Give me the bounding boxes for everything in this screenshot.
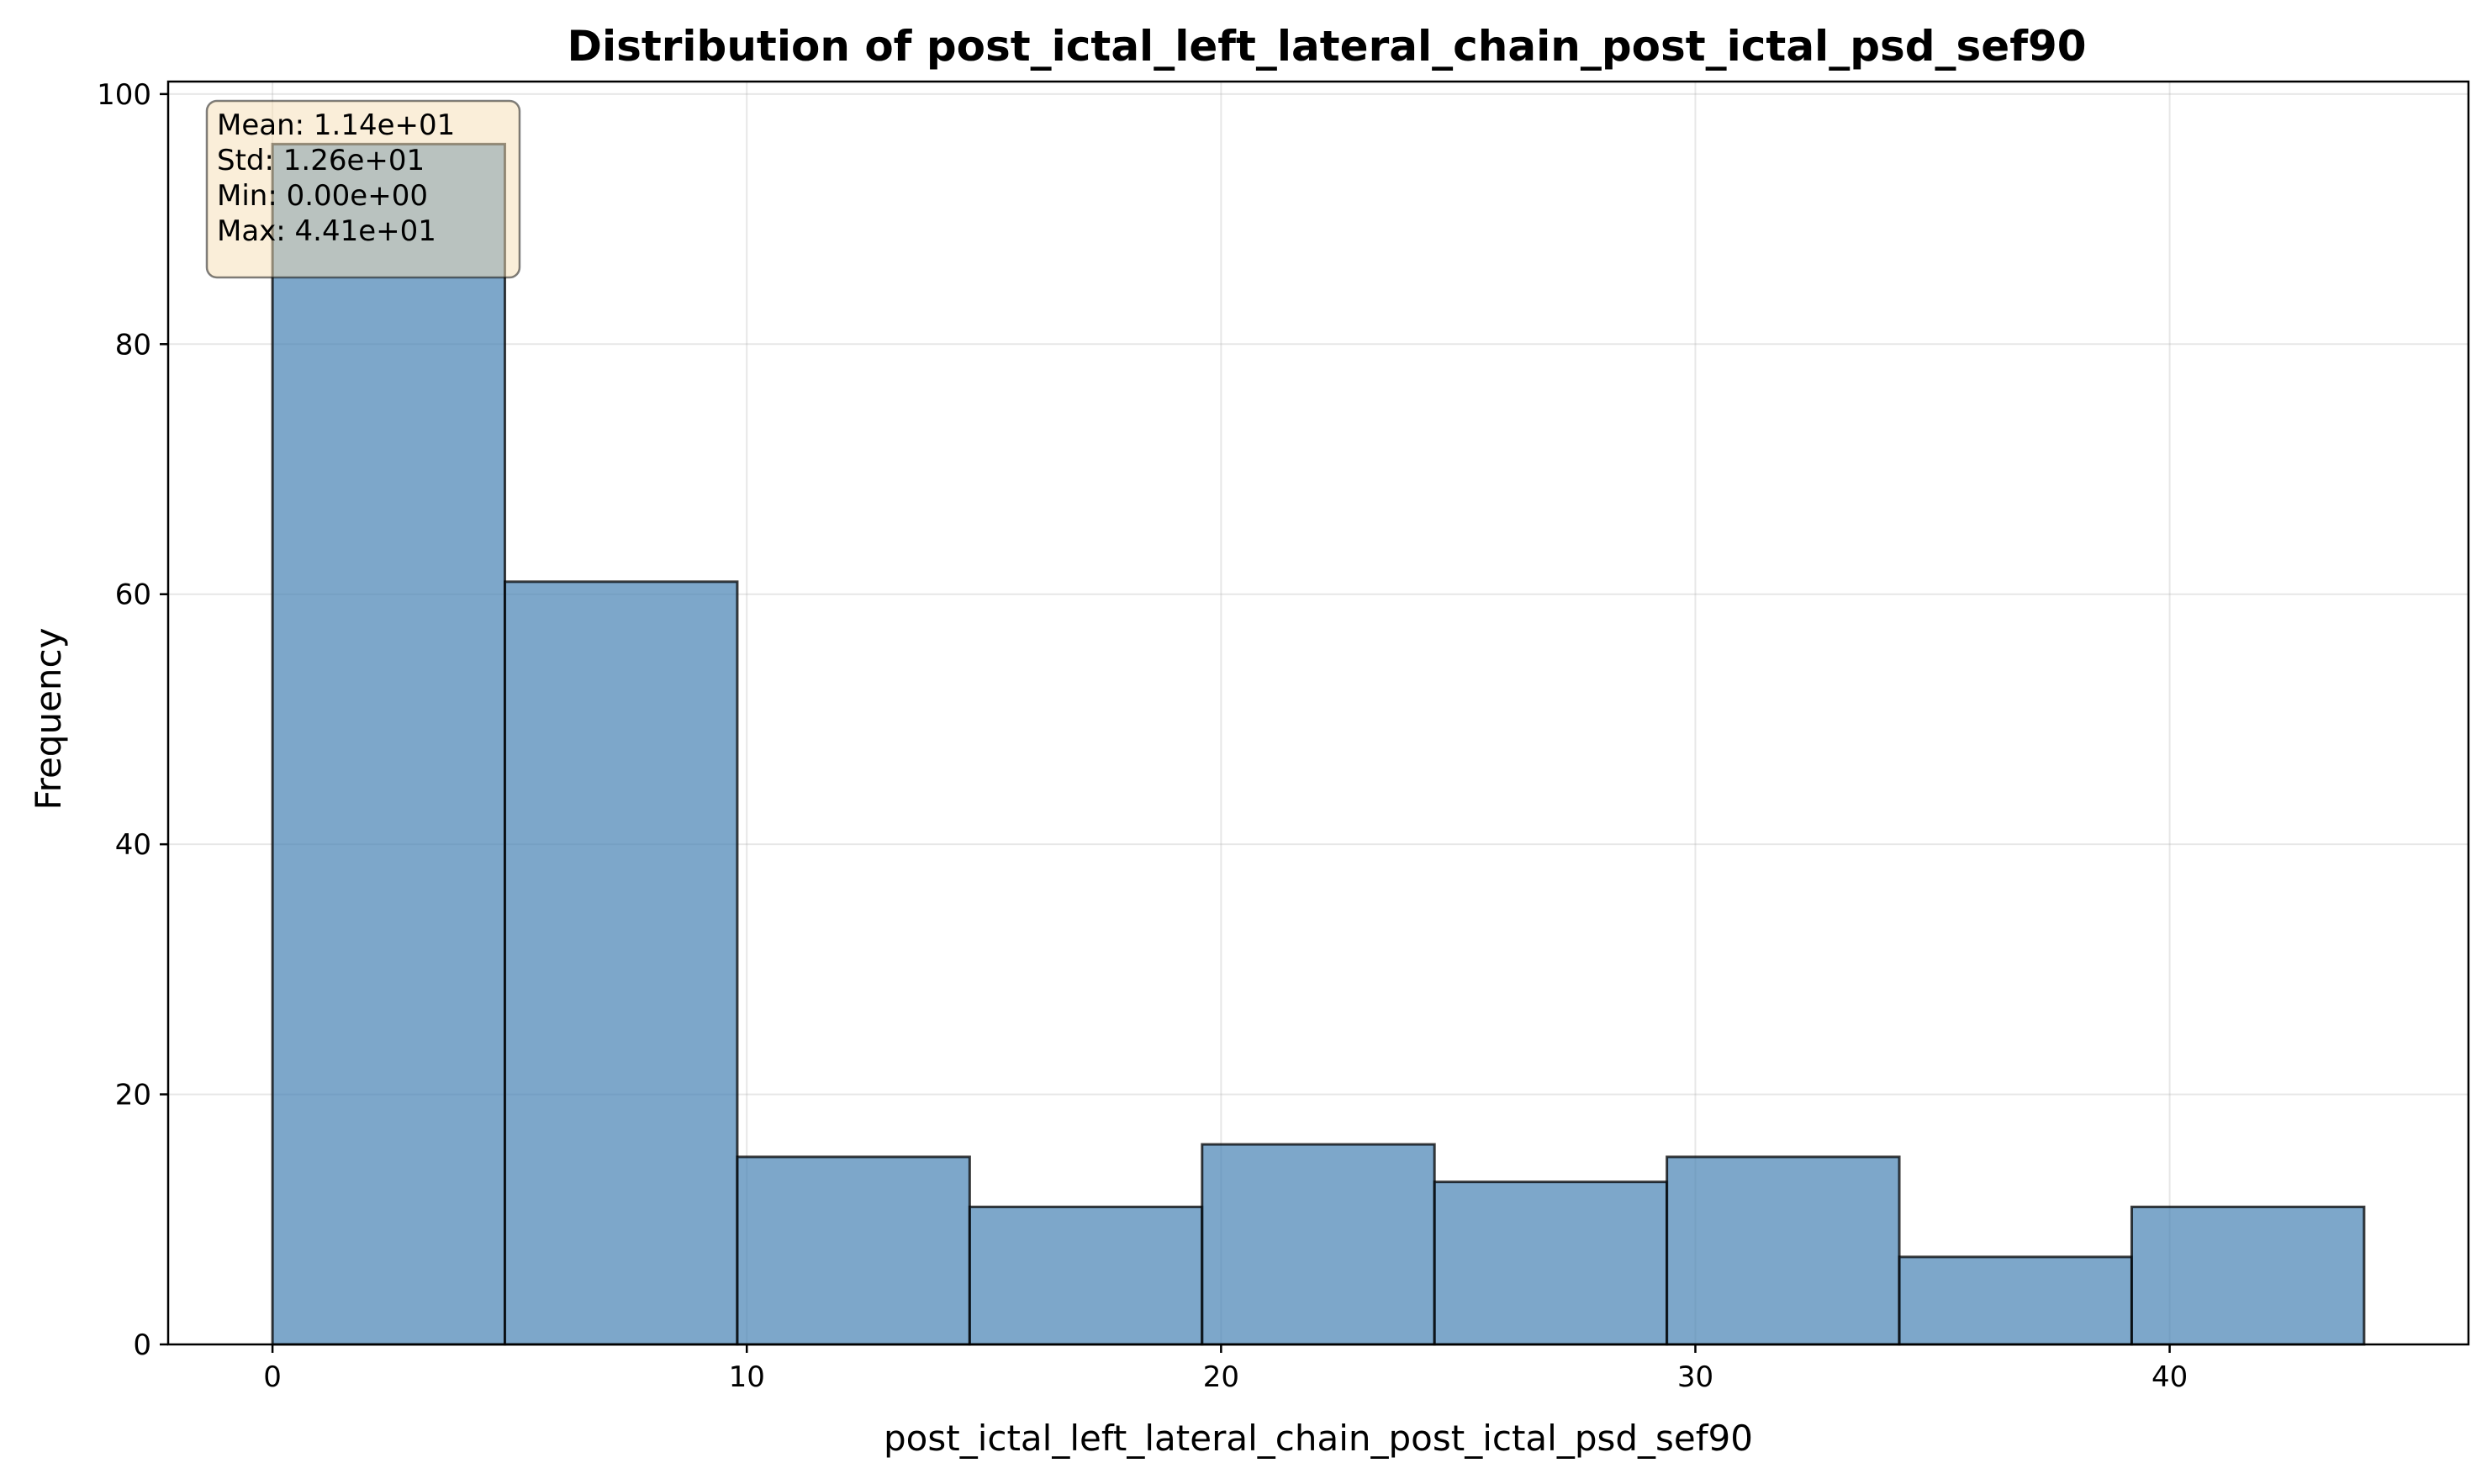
stats-std: Std: 1.26e+01 [217,144,425,177]
histogram-bar [1666,1155,1901,1346]
stats-box: Mean: 1.14e+01 Std: 1.26e+01 Min: 0.00e+… [205,99,521,279]
chart-title: Distribution of post_ictal_left_lateral_… [567,22,2086,71]
y-tick-label: 20 [115,1079,151,1112]
histogram-bar [504,580,739,1346]
x-tick-label: 0 [263,1360,282,1394]
stats-min: Min: 0.00e+00 [217,179,428,213]
histogram-bar [271,142,507,1346]
stats-box-background [205,99,521,279]
histogram-bar [736,1155,971,1346]
histogram-bar [1201,1143,1436,1346]
stats-mean: Mean: 1.14e+01 [217,108,455,142]
x-tick-label: 40 [2151,1360,2188,1394]
x-tick-label: 10 [729,1360,765,1394]
y-tick-label: 80 [115,328,151,362]
y-axis-ticks: 0 20 40 60 80 100 [97,78,168,1362]
stats-max: Max: 4.41e+01 [217,214,436,248]
x-tick-label: 30 [1677,1360,1713,1394]
plot-frame [166,80,2470,1346]
x-axis-label: post_ictal_left_lateral_chain_post_ictal… [884,1418,1753,1459]
histogram-bar [2130,1205,2366,1346]
y-tick-label: 100 [97,78,151,112]
histogram-bar [968,1205,1204,1346]
y-axis-label: Frequency [28,628,69,811]
y-tick-label: 40 [115,828,151,862]
bars [271,142,2366,1346]
x-tick-label: 20 [1203,1360,1239,1394]
histogram-bar [1433,1180,1669,1346]
y-tick-label: 0 [133,1328,151,1362]
y-tick-label: 60 [115,578,151,612]
histogram-bar [1898,1255,2133,1346]
x-axis-ticks: 0 10 20 30 40 [263,1344,2188,1394]
